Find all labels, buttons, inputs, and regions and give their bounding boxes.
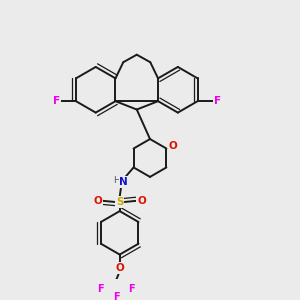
Text: F: F (128, 284, 135, 293)
Text: F: F (98, 284, 104, 293)
Text: S: S (116, 197, 123, 207)
Text: O: O (115, 263, 124, 273)
Text: F: F (52, 96, 60, 106)
Text: N: N (119, 177, 128, 187)
Text: O: O (94, 196, 102, 206)
Text: H: H (113, 176, 119, 185)
Text: O: O (137, 196, 146, 206)
Text: O: O (169, 141, 177, 151)
Text: F: F (214, 96, 221, 106)
Text: F: F (113, 292, 120, 300)
